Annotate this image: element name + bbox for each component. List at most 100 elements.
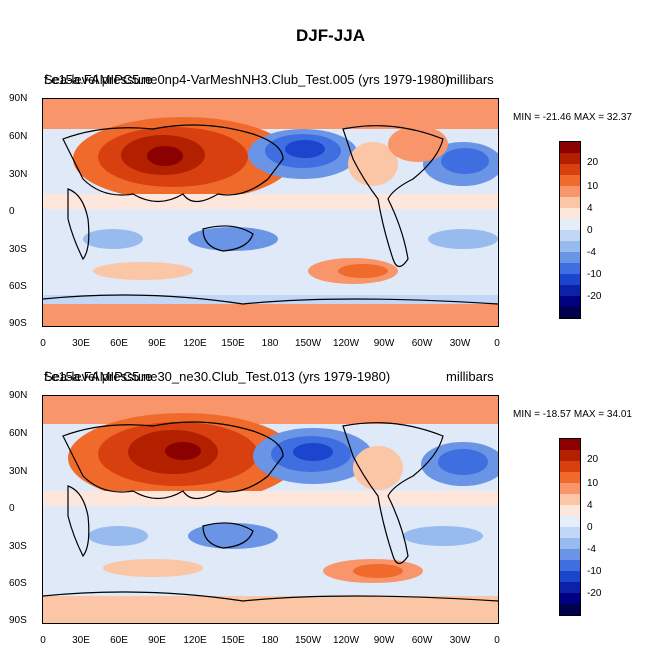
figure-title: DJF-JJA (296, 26, 365, 45)
panel-bottom-lon-label: 0 (40, 635, 46, 646)
colorbar-swatch (560, 241, 580, 252)
panel-top-units: millibars (446, 72, 494, 87)
colorbar-label: -4 (587, 544, 596, 555)
panel-top-map-svg (43, 99, 498, 326)
panel-bottom-variable-title: Sea-level pressure (44, 369, 153, 384)
panel-top-lon-label: 90E (148, 338, 166, 349)
panel-top-lon-label: 180 (261, 338, 279, 349)
panel-top-colorbar (559, 141, 581, 319)
panel-top: Sea-level pressure f.e15a.FAMIPC5.ne0np4… (0, 68, 661, 368)
colorbar-swatch (560, 483, 580, 494)
panel-bottom-map (42, 395, 499, 624)
colorbar-swatch (560, 142, 580, 153)
colorbar-swatch (560, 230, 580, 241)
colorbar-label: 0 (587, 522, 593, 533)
panel-bottom-lon-label: 0 (494, 635, 500, 646)
panel-bottom-case-title: f.e15a.FAMIPC5.ne30_ne30.Club_Test.013 (… (44, 369, 391, 384)
colorbar-label: 4 (587, 203, 593, 214)
colorbar-swatch (560, 208, 580, 219)
panel-top-lon-label: 0 (494, 338, 500, 349)
colorbar-label: 20 (587, 454, 599, 465)
panel-bottom-map-svg (43, 396, 498, 623)
colorbar-swatch (560, 296, 580, 307)
colorbar-label: -20 (587, 588, 602, 599)
colorbar-label: 10 (587, 478, 599, 489)
colorbar-swatch (560, 175, 580, 186)
colorbar-label: -10 (587, 269, 602, 280)
colorbar-swatch (560, 505, 580, 516)
colorbar-swatch (560, 472, 580, 483)
panel-bottom-lon-label: 30W (449, 635, 471, 646)
colorbar-label: -10 (587, 566, 602, 577)
panel-bottom-lat-label: 30S (9, 541, 27, 552)
panel-top-lon-label: 150W (294, 338, 322, 349)
panel-bottom-lat-label: 60S (9, 578, 27, 589)
colorbar-swatch (560, 252, 580, 263)
panel-bottom-lon-label: 90E (148, 635, 166, 646)
colorbar-swatch (560, 461, 580, 472)
colorbar-swatch (560, 593, 580, 604)
colorbar-swatch (560, 219, 580, 230)
colorbar-swatch (560, 604, 580, 615)
panel-top-lat-label: 60N (9, 131, 28, 142)
panel-top-lat-label: 60S (9, 281, 27, 292)
panel-top-lon-label: 60W (411, 338, 433, 349)
panel-bottom-variable-title-wrapper: Sea-level pressure (44, 369, 152, 384)
colorbar-label: -20 (587, 291, 602, 302)
panel-top-lon-label: 30W (449, 338, 471, 349)
colorbar-swatch (560, 450, 580, 461)
colorbar-label: 4 (587, 500, 593, 511)
colorbar-label: -4 (587, 247, 596, 258)
panel-top-map (42, 98, 499, 327)
panel-bottom-lon-label: 180 (261, 635, 279, 646)
colorbar-swatch (560, 307, 580, 318)
panel-bottom-lon-label: 60E (110, 635, 128, 646)
panel-bottom-lat-label: 90S (9, 615, 27, 626)
panel-top-lon-label: 0 (40, 338, 46, 349)
panel-top-lat-label: 90S (9, 318, 27, 329)
panel-bottom-colorbar (559, 438, 581, 616)
colorbar-swatch (560, 516, 580, 527)
panel-bottom-lon-label: 120W (332, 635, 360, 646)
colorbar-swatch (560, 571, 580, 582)
panel-top-case-title-wrapper: f.e15a.FAMIPC5.ne0np4-VarMeshNH3.Club_Te… (44, 72, 450, 87)
colorbar-swatch (560, 274, 580, 285)
colorbar-swatch (560, 439, 580, 450)
panel-bottom-lon-label: 150E (221, 635, 245, 646)
panel-bottom-lon-label: 90W (373, 635, 395, 646)
panel-top-lon-label: 60E (110, 338, 128, 349)
panel-top-lat-label: 90N (9, 93, 28, 104)
panel-top-overlapping-titles: Sea-level pressure (44, 72, 152, 87)
panel-bottom-case-title-wrapper: f.e15a.FAMIPC5.ne30_ne30.Club_Test.013 (… (44, 369, 390, 384)
panel-bottom-lat-label: 0 (9, 503, 15, 514)
colorbar-swatch (560, 494, 580, 505)
colorbar-swatch (560, 538, 580, 549)
panel-top-lon-label: 90W (373, 338, 395, 349)
colorbar-swatch (560, 285, 580, 296)
panel-top-lat-label: 30S (9, 244, 27, 255)
panel-bottom-lon-label: 60W (411, 635, 433, 646)
colorbar-swatch (560, 582, 580, 593)
colorbar-swatch (560, 153, 580, 164)
colorbar-label: 10 (587, 181, 599, 192)
panel-bottom-lat-label: 30N (9, 466, 28, 477)
colorbar-swatch (560, 197, 580, 208)
panel-top-variable-title: Sea-level pressure (44, 72, 153, 87)
panel-bottom-lat-label: 90N (9, 390, 28, 401)
colorbar-swatch (560, 186, 580, 197)
panel-top-lon-label: 120W (332, 338, 360, 349)
panel-top-lat-label: 0 (9, 206, 15, 217)
panel-top-minmax: MIN = -21.46 MAX = 32.37 (513, 112, 632, 123)
colorbar-swatch (560, 164, 580, 175)
colorbar-swatch (560, 549, 580, 560)
colorbar-swatch (560, 263, 580, 274)
panel-bottom-lon-label: 30E (72, 635, 90, 646)
panel-bottom-minmax: MIN = -18.57 MAX = 34.01 (513, 409, 632, 420)
panel-top-lon-label: 120E (183, 338, 207, 349)
panel-top-lon-label: 150E (221, 338, 245, 349)
colorbar-label: 0 (587, 225, 593, 236)
panel-bottom-lon-label: 150W (294, 635, 322, 646)
panel-bottom-lat-label: 60N (9, 428, 28, 439)
panel-top-lon-label: 30E (72, 338, 90, 349)
colorbar-label: 20 (587, 157, 599, 168)
